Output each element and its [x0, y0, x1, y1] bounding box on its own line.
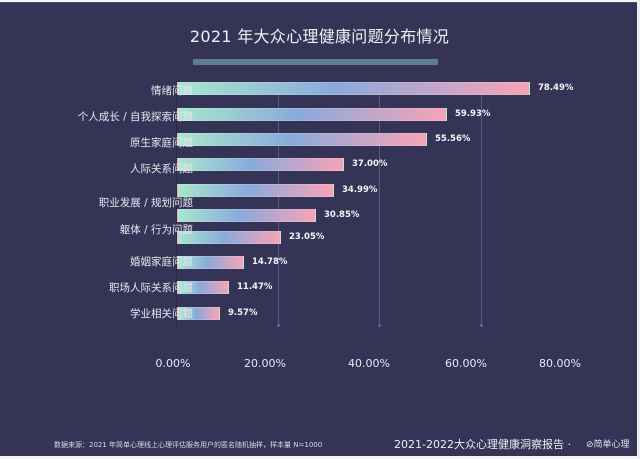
value-label: 55.56%: [435, 134, 471, 144]
value-label: 78.49%: [538, 83, 574, 93]
value-label: 59.93%: [455, 109, 491, 119]
chart-title: 2021 年大众心理健康问题分布情况: [189, 27, 450, 46]
value-label: 11.47%: [237, 282, 273, 292]
category-label: 职业发展 / 规划问题: [98, 197, 193, 209]
bar: [177, 209, 316, 222]
value-label: 30.85%: [324, 210, 360, 220]
brand-logo: ⊘简单心理: [586, 440, 630, 450]
bar: [177, 307, 220, 320]
category-label: 职场人际关系问题: [109, 282, 193, 294]
y-axis-line: [176, 82, 177, 328]
value-label: 23.05%: [289, 232, 325, 242]
x-tick-label: 0.00%: [155, 357, 191, 370]
bar: [177, 133, 427, 146]
value-label: 34.99%: [342, 185, 378, 195]
gridline: [481, 82, 482, 326]
bar: [177, 256, 244, 269]
value-label: 37.00%: [352, 159, 388, 169]
x-tick-label: 60.00%: [445, 357, 487, 370]
chart-title-container: 2021 年大众心理健康问题分布情况: [0, 23, 637, 65]
gridline-cap: [480, 324, 483, 327]
value-label: 14.78%: [252, 257, 288, 267]
category-label: 人际关系问题: [130, 163, 193, 175]
gridline-cap: [378, 324, 381, 327]
category-label: 个人成长 / 自我探索问题: [77, 111, 193, 123]
page-edge: [637, 0, 640, 459]
top-border: [0, 2, 637, 3]
category-label: 学业相关问题: [130, 308, 193, 320]
gridline: [278, 82, 279, 326]
x-tick-label: 80.00%: [539, 357, 581, 370]
category-label: 情绪问题: [151, 85, 193, 97]
x-tick-label: 40.00%: [348, 357, 390, 370]
data-source-note: 数据来源：2021 年简单心理线上心理评估服务用户的匿名随机抽样，样本量 N=1…: [54, 441, 323, 449]
category-label: 原生家庭问题: [130, 137, 193, 149]
x-tick-label: 20.00%: [244, 357, 286, 370]
bar: [177, 184, 334, 197]
bar: [177, 108, 447, 121]
category-label: 躯体 / 行为问题: [119, 224, 193, 236]
gridline-cap: [277, 324, 280, 327]
bar: [177, 231, 281, 244]
bar: [177, 82, 530, 95]
value-label: 9.57%: [228, 308, 258, 318]
bar: [177, 281, 229, 294]
bar: [177, 158, 344, 171]
category-label: 婚姻家庭问题: [130, 256, 193, 268]
gridline: [379, 82, 380, 326]
title-underline: [193, 59, 438, 65]
report-title: 2021-2022大众心理健康洞察报告 ·: [394, 438, 571, 451]
